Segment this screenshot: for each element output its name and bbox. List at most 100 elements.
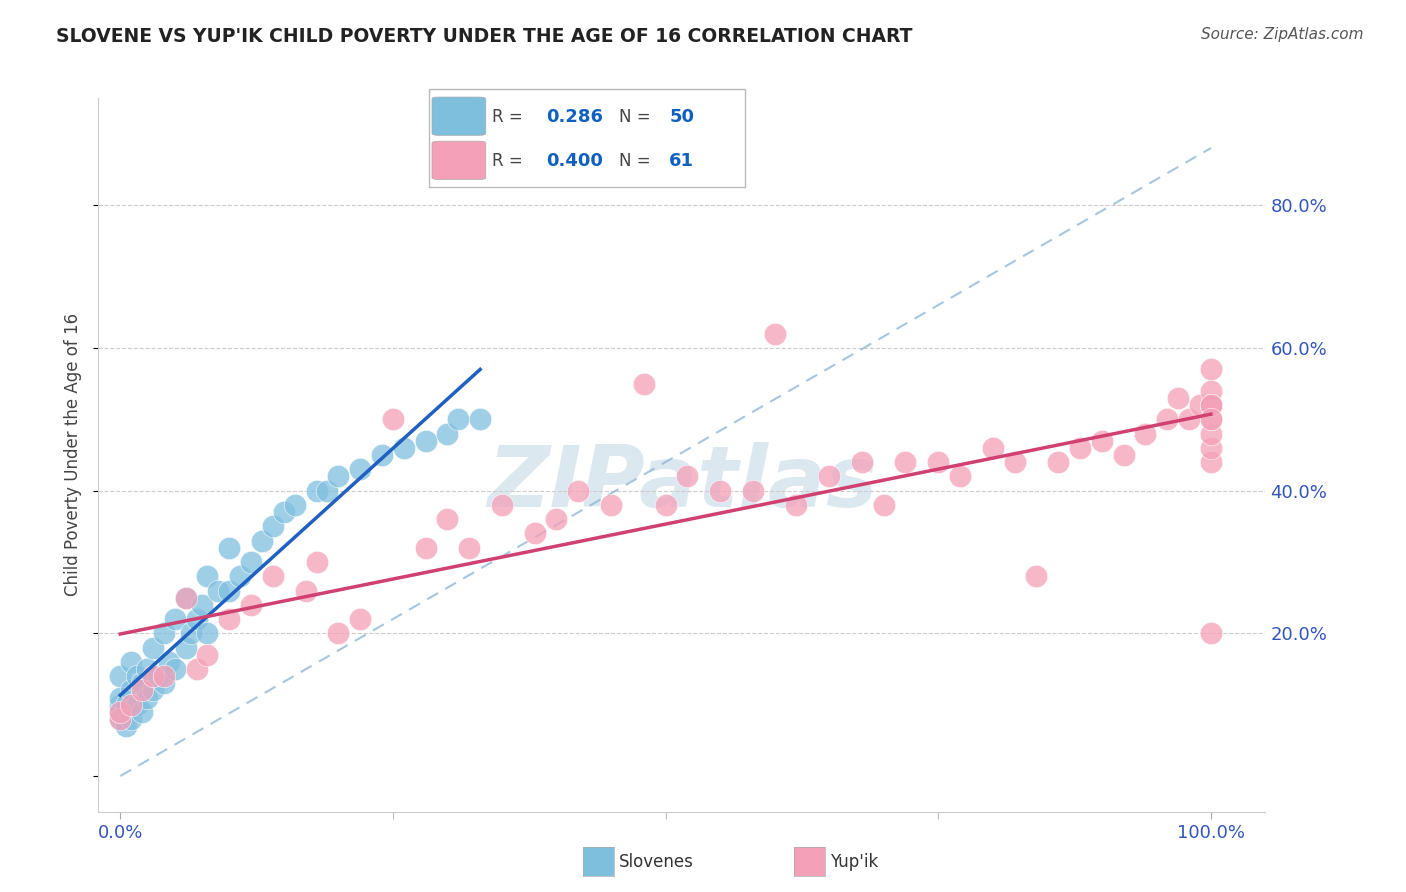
Point <box>1188 398 1211 412</box>
Text: 0.286: 0.286 <box>546 108 603 126</box>
Point <box>1199 412 1222 426</box>
Point <box>305 555 328 569</box>
Point <box>1178 412 1201 426</box>
Point <box>741 483 763 498</box>
Point <box>1199 441 1222 455</box>
Point <box>142 640 165 655</box>
Point <box>981 441 1004 455</box>
Point <box>136 662 159 676</box>
Point <box>1156 412 1178 426</box>
Point <box>381 412 404 426</box>
Text: ZIPatlas: ZIPatlas <box>486 442 877 525</box>
Point <box>180 626 202 640</box>
Point <box>163 662 186 676</box>
Text: N =: N = <box>619 108 655 126</box>
Point <box>600 498 623 512</box>
Point <box>328 469 350 483</box>
Point <box>1069 441 1091 455</box>
Text: 50: 50 <box>669 108 695 126</box>
Point <box>110 690 132 705</box>
Point <box>709 483 731 498</box>
Point <box>229 569 252 583</box>
Point <box>1167 391 1189 405</box>
Point <box>818 469 841 483</box>
Point <box>349 612 371 626</box>
Point <box>110 698 132 712</box>
Point <box>131 705 153 719</box>
Point <box>785 498 807 512</box>
Point <box>157 655 180 669</box>
Point <box>110 705 132 719</box>
Point <box>436 426 458 441</box>
Point <box>174 591 197 605</box>
Point <box>240 598 263 612</box>
Point <box>153 626 176 640</box>
Point <box>197 626 219 640</box>
Point <box>523 526 546 541</box>
Point <box>1112 448 1135 462</box>
Point <box>546 512 568 526</box>
Point <box>676 469 699 483</box>
Point <box>1091 434 1114 448</box>
Text: 0.400: 0.400 <box>546 152 603 169</box>
Point <box>1199 398 1222 412</box>
Point <box>174 591 197 605</box>
Point <box>873 498 896 512</box>
Point <box>305 483 328 498</box>
Point <box>567 483 589 498</box>
Point <box>633 376 655 391</box>
Point <box>136 690 159 705</box>
Point <box>949 469 972 483</box>
Text: Slovenes: Slovenes <box>619 853 693 871</box>
Point <box>120 698 142 712</box>
FancyBboxPatch shape <box>432 97 486 136</box>
Point <box>262 519 284 533</box>
Point <box>1047 455 1070 469</box>
Point <box>110 705 132 719</box>
Point <box>125 669 148 683</box>
Point <box>1199 455 1222 469</box>
Text: 61: 61 <box>669 152 695 169</box>
Point <box>262 569 284 583</box>
Point <box>371 448 394 462</box>
Point <box>1135 426 1157 441</box>
Point <box>110 712 132 726</box>
Point <box>458 541 481 555</box>
Point <box>927 455 949 469</box>
Point <box>218 583 240 598</box>
Point <box>148 669 170 683</box>
Text: R =: R = <box>492 152 529 169</box>
Point <box>415 541 437 555</box>
Point <box>447 412 470 426</box>
Point <box>894 455 917 469</box>
Point <box>1025 569 1047 583</box>
Point <box>120 712 142 726</box>
Point <box>186 662 208 676</box>
Point <box>120 655 142 669</box>
FancyBboxPatch shape <box>429 89 745 187</box>
Point <box>142 683 165 698</box>
Y-axis label: Child Poverty Under the Age of 16: Child Poverty Under the Age of 16 <box>65 313 83 597</box>
Point <box>186 612 208 626</box>
Point <box>197 569 219 583</box>
Point <box>1199 398 1222 412</box>
Point <box>1199 626 1222 640</box>
Point <box>131 676 153 690</box>
Point <box>1199 384 1222 398</box>
Point <box>1199 412 1222 426</box>
Point <box>294 583 316 598</box>
Point <box>153 676 176 690</box>
Point <box>191 598 214 612</box>
Point <box>1004 455 1026 469</box>
Point <box>851 455 873 469</box>
Point <box>218 541 240 555</box>
Point <box>153 669 176 683</box>
Point <box>163 612 186 626</box>
Point <box>763 326 786 341</box>
Text: R =: R = <box>492 108 529 126</box>
Point <box>174 640 197 655</box>
Point <box>114 719 136 733</box>
Text: SLOVENE VS YUP'IK CHILD POVERTY UNDER THE AGE OF 16 CORRELATION CHART: SLOVENE VS YUP'IK CHILD POVERTY UNDER TH… <box>56 27 912 45</box>
FancyBboxPatch shape <box>432 141 486 179</box>
Point <box>349 462 371 476</box>
